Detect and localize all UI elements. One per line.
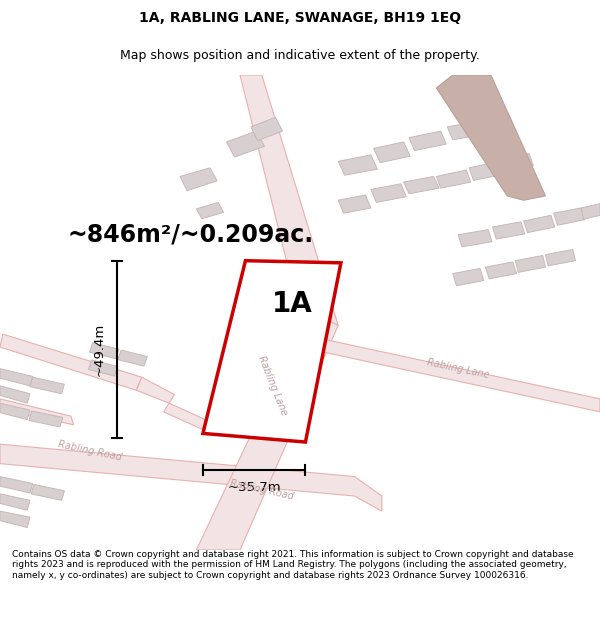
Polygon shape	[0, 369, 33, 386]
Polygon shape	[447, 122, 483, 140]
Text: 1A: 1A	[271, 290, 312, 318]
Polygon shape	[0, 444, 382, 511]
Text: Contains OS data © Crown copyright and database right 2021. This information is : Contains OS data © Crown copyright and d…	[12, 550, 574, 580]
Polygon shape	[515, 256, 545, 272]
Polygon shape	[524, 216, 555, 232]
Polygon shape	[0, 494, 30, 510]
Text: Rabling Road: Rabling Road	[229, 478, 295, 501]
Polygon shape	[196, 202, 224, 219]
Polygon shape	[0, 477, 33, 493]
Polygon shape	[31, 484, 64, 501]
Polygon shape	[196, 317, 338, 550]
Polygon shape	[338, 155, 377, 175]
Polygon shape	[453, 269, 484, 286]
Polygon shape	[477, 112, 513, 131]
Polygon shape	[240, 75, 338, 326]
Polygon shape	[0, 403, 30, 419]
Polygon shape	[493, 222, 525, 239]
Polygon shape	[436, 170, 471, 188]
Polygon shape	[409, 131, 446, 151]
Polygon shape	[30, 378, 64, 394]
Polygon shape	[0, 511, 30, 528]
Polygon shape	[469, 161, 503, 181]
Polygon shape	[371, 184, 406, 203]
Text: Rabling Lane: Rabling Lane	[256, 354, 289, 418]
Text: Map shows position and indicative extent of the property.: Map shows position and indicative extent…	[120, 49, 480, 62]
Polygon shape	[251, 118, 283, 141]
Polygon shape	[404, 176, 439, 194]
Polygon shape	[0, 399, 74, 425]
Polygon shape	[180, 168, 217, 191]
Text: Rabling Road: Rabling Road	[57, 439, 123, 462]
Polygon shape	[88, 360, 118, 376]
Polygon shape	[0, 386, 30, 403]
Text: ~846m²/~0.209ac.: ~846m²/~0.209ac.	[68, 222, 314, 247]
Polygon shape	[0, 334, 142, 390]
Polygon shape	[164, 403, 207, 429]
Polygon shape	[581, 204, 600, 219]
Polygon shape	[136, 378, 175, 403]
Polygon shape	[203, 261, 341, 442]
Polygon shape	[300, 334, 600, 412]
Polygon shape	[89, 342, 119, 359]
Polygon shape	[485, 262, 517, 279]
Polygon shape	[436, 75, 545, 200]
Polygon shape	[554, 208, 585, 225]
Polygon shape	[118, 350, 147, 366]
Text: ~35.7m: ~35.7m	[227, 481, 281, 494]
Text: Rabling Lane: Rabling Lane	[426, 357, 490, 380]
Polygon shape	[338, 195, 371, 213]
Polygon shape	[458, 229, 492, 247]
Text: 1A, RABLING LANE, SWANAGE, BH19 1EQ: 1A, RABLING LANE, SWANAGE, BH19 1EQ	[139, 11, 461, 26]
Polygon shape	[29, 411, 63, 427]
Polygon shape	[545, 249, 575, 266]
Text: ~49.4m: ~49.4m	[93, 322, 106, 376]
Polygon shape	[374, 142, 410, 162]
Polygon shape	[226, 131, 265, 157]
Polygon shape	[502, 154, 533, 171]
